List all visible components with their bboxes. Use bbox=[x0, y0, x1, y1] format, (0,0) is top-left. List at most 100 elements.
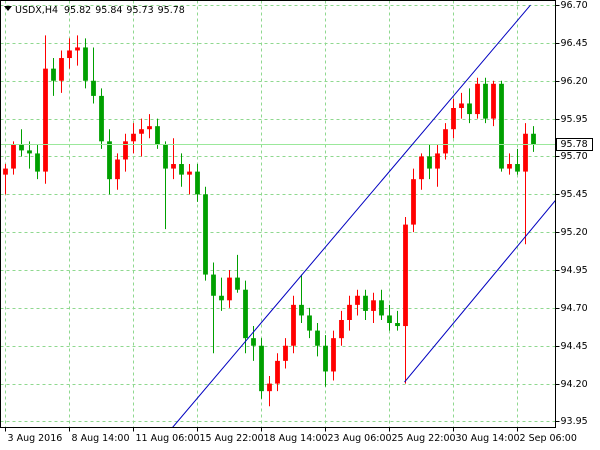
candle-body bbox=[195, 171, 200, 195]
x-tick-label: 11 Aug 06:00 bbox=[136, 433, 200, 444]
candle-body bbox=[139, 129, 144, 134]
x-tick-label: 2 Sep 06:00 bbox=[520, 433, 577, 444]
candle-body bbox=[267, 383, 272, 392]
x-tick-label: 23 Aug 06:00 bbox=[328, 433, 392, 444]
candle-body bbox=[27, 150, 32, 154]
candle-body bbox=[219, 295, 224, 301]
candle-body bbox=[291, 304, 296, 346]
y-tick-label: 94.95 bbox=[561, 265, 588, 276]
symbol: USDX,H4 bbox=[15, 5, 58, 16]
candle-body bbox=[427, 156, 432, 169]
candle-body bbox=[403, 224, 408, 327]
y-tick-label: 96.20 bbox=[561, 76, 588, 87]
y-tick-label: 95.95 bbox=[561, 114, 588, 125]
candle-body bbox=[243, 289, 248, 339]
y-tick-label: 95.20 bbox=[561, 227, 588, 238]
candle-body bbox=[451, 108, 456, 130]
candle-body bbox=[411, 179, 416, 225]
candle-body bbox=[355, 295, 360, 305]
menu-triangle[interactable] bbox=[4, 6, 12, 11]
candle-body bbox=[395, 323, 400, 327]
candle-body bbox=[147, 126, 152, 130]
x-tick-label: 30 Aug 14:00 bbox=[456, 433, 520, 444]
candle-body bbox=[531, 133, 536, 145]
x-tick-label: 18 Aug 14:00 bbox=[264, 433, 328, 444]
y-tick-label: 94.45 bbox=[561, 341, 588, 352]
candle-body bbox=[515, 164, 520, 172]
ohlc-open: 95.82 bbox=[64, 5, 91, 16]
y-tick-label: 95.70 bbox=[561, 151, 588, 162]
candle-body bbox=[251, 338, 256, 346]
candle-body bbox=[115, 159, 120, 180]
candle-body bbox=[75, 47, 80, 51]
y-tick-label: 96.70 bbox=[561, 0, 588, 11]
candle-body bbox=[347, 304, 352, 320]
trend-line bbox=[172, 4, 531, 428]
plot-frame bbox=[0, 0, 556, 428]
y-tick-label: 95.45 bbox=[561, 189, 588, 200]
candle-body bbox=[499, 83, 504, 169]
candle-body bbox=[475, 83, 480, 115]
candle-body bbox=[43, 68, 48, 172]
candle-body bbox=[523, 133, 528, 172]
candle-body bbox=[491, 83, 496, 119]
candle-body bbox=[59, 58, 64, 81]
candle-body bbox=[315, 330, 320, 346]
candle-body bbox=[507, 164, 512, 169]
candle-body bbox=[131, 133, 136, 142]
ohlc-high: 95.84 bbox=[95, 5, 122, 16]
candle-body bbox=[323, 345, 328, 372]
candle-body bbox=[283, 345, 288, 361]
candle-body bbox=[3, 168, 8, 175]
candle-body bbox=[299, 304, 304, 316]
candle-body bbox=[443, 129, 448, 154]
candle-body bbox=[275, 360, 280, 384]
candle-body bbox=[51, 68, 56, 81]
candle-body bbox=[379, 300, 384, 316]
x-tick-label: 8 Aug 14:00 bbox=[72, 433, 130, 444]
candle-body bbox=[67, 50, 72, 59]
candle-body bbox=[235, 277, 240, 290]
candle-body bbox=[171, 164, 176, 169]
x-tick-label: 15 Aug 22:00 bbox=[200, 433, 264, 444]
candle-body bbox=[179, 164, 184, 175]
candle-body bbox=[371, 300, 376, 311]
y-tick-label: 93.95 bbox=[561, 416, 588, 427]
candle-body bbox=[363, 295, 368, 311]
candle-body bbox=[331, 338, 336, 372]
current-price-label: 95.78 bbox=[561, 139, 588, 150]
candle-body bbox=[107, 141, 112, 180]
chart-header: USDX,H4 95.82 95.84 95.73 95.78 bbox=[15, 5, 185, 16]
candle-body bbox=[203, 194, 208, 275]
candle-body bbox=[435, 153, 440, 169]
candle-body bbox=[11, 144, 16, 169]
candle-body bbox=[83, 47, 88, 81]
candle-body bbox=[339, 319, 344, 339]
candle-body bbox=[307, 315, 312, 331]
ohlc-low: 95.73 bbox=[126, 5, 153, 16]
x-tick-label: 25 Aug 22:00 bbox=[392, 433, 456, 444]
candle-body bbox=[227, 277, 232, 301]
candle-body bbox=[187, 171, 192, 175]
candle-body bbox=[155, 126, 160, 145]
candle-body bbox=[483, 83, 488, 119]
candle-body bbox=[91, 80, 96, 96]
candle-body bbox=[259, 345, 264, 392]
y-tick-label: 96.45 bbox=[561, 38, 588, 49]
ohlc-close: 95.78 bbox=[158, 5, 185, 16]
plot bbox=[0, 4, 556, 428]
candle-body bbox=[163, 144, 168, 169]
candle-body bbox=[35, 153, 40, 172]
candle-body bbox=[211, 274, 216, 296]
trend-line bbox=[404, 200, 556, 383]
candle-body bbox=[459, 103, 464, 109]
current-price-box bbox=[556, 138, 593, 151]
candle-body bbox=[387, 315, 392, 324]
y-tick-label: 94.70 bbox=[561, 303, 588, 314]
candle-body bbox=[19, 144, 24, 151]
candle-body bbox=[467, 103, 472, 115]
x-tick-label: 3 Aug 2016 bbox=[8, 433, 63, 444]
candle-body bbox=[123, 141, 128, 160]
